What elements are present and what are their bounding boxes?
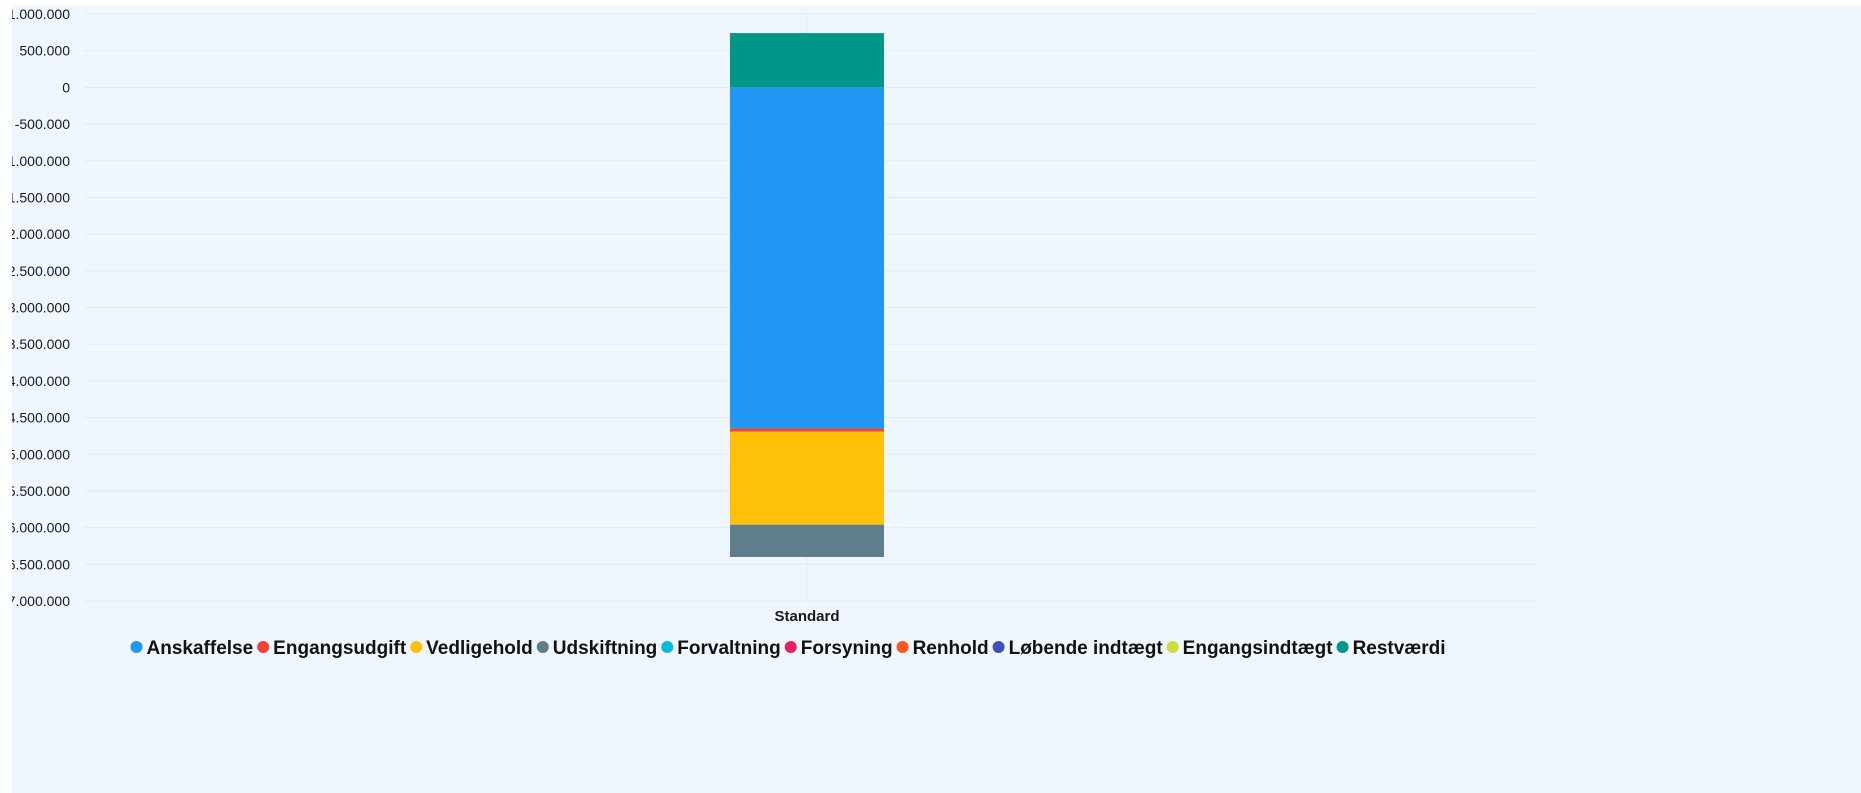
legend-marker <box>784 641 797 653</box>
legend-label: Engangsindtægt <box>1183 638 1334 659</box>
legend-label: Vedligehold <box>426 638 533 659</box>
legend-marker <box>661 641 674 653</box>
legend: Anskaffelse Engangsudgift Vedligehold Udski… <box>130 638 1446 659</box>
legend-item: Udskiftning <box>536 638 658 659</box>
y-tick-label: -2.000.000 <box>12 226 70 242</box>
x-category-label: Standard <box>774 608 839 625</box>
legend-marker <box>992 641 1005 653</box>
legend-marker <box>1336 641 1349 653</box>
legend-marker <box>130 641 143 653</box>
y-tick-label: -5.500.000 <box>12 483 70 499</box>
legend-item: Forvaltning <box>661 638 781 659</box>
y-tick-label: -3.000.000 <box>12 300 70 316</box>
legend-label: Renhold <box>913 638 989 659</box>
legend-marker <box>410 641 423 653</box>
legend-label: Anskaffelse <box>147 638 254 659</box>
bar-segment-engangsudgift <box>730 428 884 432</box>
y-tick-label: -1.000.000 <box>12 153 70 169</box>
legend-marker <box>896 641 909 653</box>
legend-item: Forsyning <box>784 638 893 659</box>
y-tick-label: 1.000.000 <box>12 6 70 22</box>
y-tick-label: -4.000.000 <box>12 373 70 389</box>
y-tick-label: -500.000 <box>15 116 70 132</box>
legend-item: Engangsindtægt <box>1166 638 1334 659</box>
stacked-bar-chart: 1.000.000 500.000 0 -500.000 -1.000.000 -1.50… <box>12 6 1536 659</box>
y-tick-label: 0 <box>62 79 70 95</box>
legend-item: Anskaffelse <box>130 638 254 659</box>
legend-item: Vedligehold <box>410 638 533 659</box>
legend-label: Udskiftning <box>553 638 658 659</box>
legend-label: Restværdi <box>1353 638 1446 659</box>
legend-label: Forsyning <box>801 638 893 659</box>
y-tick-label: -4.500.000 <box>12 410 70 426</box>
y-tick-label: -7.000.000 <box>12 593 70 609</box>
legend-marker <box>1166 641 1179 653</box>
legend-label: Løbende indtægt <box>1009 638 1164 659</box>
y-tick-label: 500.000 <box>19 43 70 59</box>
y-tick-label: -6.000.000 <box>12 520 70 536</box>
bar-segment-anskaffelse <box>730 87 884 429</box>
legend-label: Forvaltning <box>677 638 780 659</box>
legend-item: Renhold <box>896 638 989 659</box>
y-tick-label: -3.500.000 <box>12 336 70 352</box>
y-axis-ticks: 1.000.000 500.000 0 -500.000 -1.000.000 -1.50… <box>12 6 70 609</box>
y-tick-label: -6.500.000 <box>12 556 70 572</box>
legend-marker <box>257 641 270 653</box>
legend-marker <box>536 641 549 653</box>
bar-segment-vedligehold <box>730 431 884 525</box>
legend-label: Engangsudgift <box>273 638 407 659</box>
y-tick-label: -5.000.000 <box>12 446 70 462</box>
y-tick-label: -1.500.000 <box>12 189 70 205</box>
bar-stack <box>730 33 884 557</box>
bar-segment-udskiftning <box>730 524 884 557</box>
x-axis-categories: Standard <box>774 608 839 625</box>
y-tick-label: -2.500.000 <box>12 263 70 279</box>
legend-item: Engangsudgift <box>257 638 407 659</box>
legend-item: Løbende indtægt <box>992 638 1164 659</box>
chart-panel: 1.000.000 500.000 0 -500.000 -1.000.000 -1.50… <box>12 6 1861 793</box>
legend-item: Restværdi <box>1336 638 1446 659</box>
bar-segment-restv-rdi <box>730 33 884 88</box>
